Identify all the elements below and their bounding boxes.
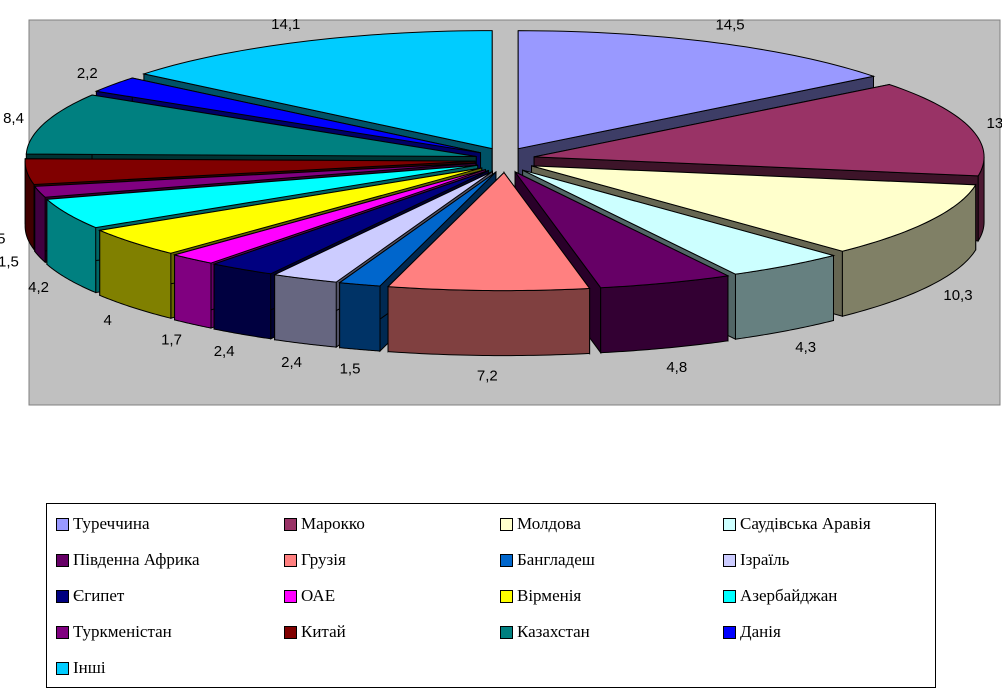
data-label: 1,5: [340, 361, 361, 378]
legend-label: ОАЕ: [301, 586, 336, 605]
legend-label: Вірменія: [517, 586, 582, 605]
legend-swatch: [500, 589, 513, 603]
data-label: 2,4: [281, 354, 302, 371]
legend-item: Південна Африка: [56, 550, 200, 570]
legend-label: Данія: [740, 622, 781, 641]
data-label: 4,8: [666, 359, 687, 376]
legend-swatch: [500, 517, 513, 531]
data-label: 1,7: [161, 331, 182, 348]
legend-label: Китай: [301, 622, 346, 641]
legend-label: Ізраїль: [740, 550, 790, 569]
legend-label: Інші: [73, 658, 106, 677]
legend-swatch: [56, 589, 69, 603]
data-label: 14,1: [271, 16, 300, 33]
legend-label: Казахстан: [517, 622, 590, 641]
legend-swatch: [500, 553, 513, 567]
legend-label: Грузія: [301, 550, 346, 569]
legend-item: Китай: [284, 622, 346, 642]
legend-label: Саудівська Аравія: [740, 514, 871, 533]
legend-swatch: [284, 517, 297, 531]
legend-swatch: [723, 517, 736, 531]
legend-label: Молдова: [517, 514, 581, 533]
pie-slice: [386, 171, 591, 357]
legend-swatch: [284, 589, 297, 603]
legend-item: Саудівська Аравія: [723, 514, 871, 534]
legend-item: Вірменія: [500, 586, 581, 606]
legend-swatch: [723, 625, 736, 639]
legend-item: Туркменістан: [56, 622, 172, 642]
data-label: 4,3: [795, 339, 816, 356]
legend-item: Молдова: [500, 514, 581, 534]
legend-item: Казахстан: [500, 622, 590, 642]
data-label: 10,3: [943, 287, 972, 304]
legend-label: Бангладеш: [517, 550, 595, 569]
data-label: 13,1: [987, 115, 1002, 132]
legend-item: Данія: [723, 622, 781, 642]
legend-swatch: [56, 517, 69, 531]
data-label: 3,5: [0, 230, 5, 247]
legend-swatch: [284, 553, 297, 567]
pie-chart: 14,1 14,5 2,2 8,4 13,1 3,5 1,5 4,2 10,3 4 1,7 4,3 2,…: [0, 16, 1002, 406]
legend-label: Туркменістан: [73, 622, 172, 641]
legend-label: Марокко: [301, 514, 365, 533]
legend-swatch: [500, 625, 513, 639]
legend-swatch: [723, 553, 736, 567]
legend-label: Азербайджан: [740, 586, 838, 605]
legend-item: ОАЕ: [284, 586, 335, 606]
legend-label: Південна Африка: [73, 550, 200, 569]
legend-item: Ізраїль: [723, 550, 789, 570]
data-label: 4: [104, 312, 112, 329]
legend-item: Грузія: [284, 550, 346, 570]
data-label: 4,2: [28, 279, 49, 296]
data-label: 8,4: [3, 110, 24, 127]
legend-label: Туреччина: [73, 514, 150, 533]
legend-item: Марокко: [284, 514, 365, 534]
legend-item: Туреччина: [56, 514, 150, 534]
legend-label: Єгипет: [73, 586, 125, 605]
legend-swatch: [284, 625, 297, 639]
data-label: 7,2: [477, 368, 498, 385]
data-label: 14,5: [715, 17, 744, 34]
legend-item: Бангладеш: [500, 550, 595, 570]
legend-swatch: [723, 589, 736, 603]
data-label: 2,4: [214, 343, 235, 360]
legend-item: Інші: [56, 658, 106, 678]
data-label: 2,2: [77, 65, 98, 82]
legend-item: Азербайджан: [723, 586, 837, 606]
legend-swatch: [56, 661, 69, 675]
legend-item: Єгипет: [56, 586, 124, 606]
data-label: 1,5: [0, 254, 19, 271]
legend-swatch: [56, 553, 69, 567]
legend-swatch: [56, 625, 69, 639]
chart-legend: Туреччина Марокко Молдова Саудівська Аравія…: [46, 503, 936, 688]
